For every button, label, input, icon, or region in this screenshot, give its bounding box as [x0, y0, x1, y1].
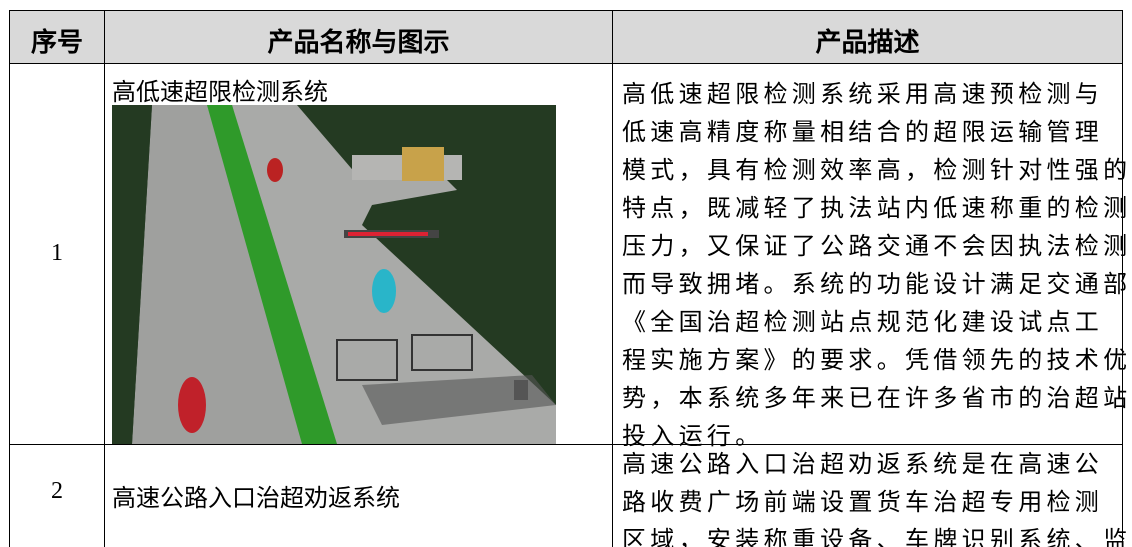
description-line: 程实施方案》的要求。凭借领先的技术优 — [622, 348, 1132, 374]
description-line: 压力，又保证了公路交通不会因执法检测 — [622, 234, 1132, 260]
description-line: 高速公路入口治超劝返系统是在高速公 — [622, 452, 1104, 478]
description-line: 路收费广场前端设置货车治超专用检测 — [622, 490, 1104, 516]
header-cell — [104, 10, 613, 64]
description-line: 区域，安装称重设备、车牌识别系统、监 — [622, 528, 1132, 547]
row-number: 1 — [51, 240, 63, 266]
description-line: 投入运行。 — [622, 424, 764, 450]
row-number: 2 — [51, 478, 63, 504]
description-line: 低速高精度称量相结合的超限运输管理 — [622, 120, 1104, 146]
description: 高低速超限检测系统采用高速预检测与 低速高精度称量相结合的超限运输管理模式，具有检… — [622, 76, 1131, 456]
description-line: 模式，具有检测效率高，检测针对性强的 — [622, 158, 1132, 184]
product-name: 高低速超限检测系统 — [112, 80, 328, 106]
description-line: 而导致拥堵。系统的功能设计满足交通部 — [622, 272, 1132, 298]
header-cell — [9, 10, 105, 64]
description-line: 势，本系统多年来已在许多省市的治超站 — [622, 386, 1132, 412]
header-text: 序号 — [30, 28, 83, 57]
product-name: 高速公路入口治超劝返系统 — [112, 486, 400, 512]
cell — [612, 444, 1123, 547]
description-line: 《全国治超检测站点规范化建设试点工 — [622, 310, 1104, 336]
header-text: 产品名称与图示 — [267, 28, 450, 57]
header-text: 产品描述 — [815, 28, 920, 57]
product-image — [112, 105, 556, 444]
description-line: 高低速超限检测系统采用高速预检测与 — [622, 82, 1104, 108]
description: 高速公路入口治超劝返系统是在高速公 路收费广场前端设置货车治超专用检测区域，安装称… — [622, 446, 1131, 547]
description-line: 特点，既减轻了执法站内低速称重的检测 — [622, 196, 1132, 222]
